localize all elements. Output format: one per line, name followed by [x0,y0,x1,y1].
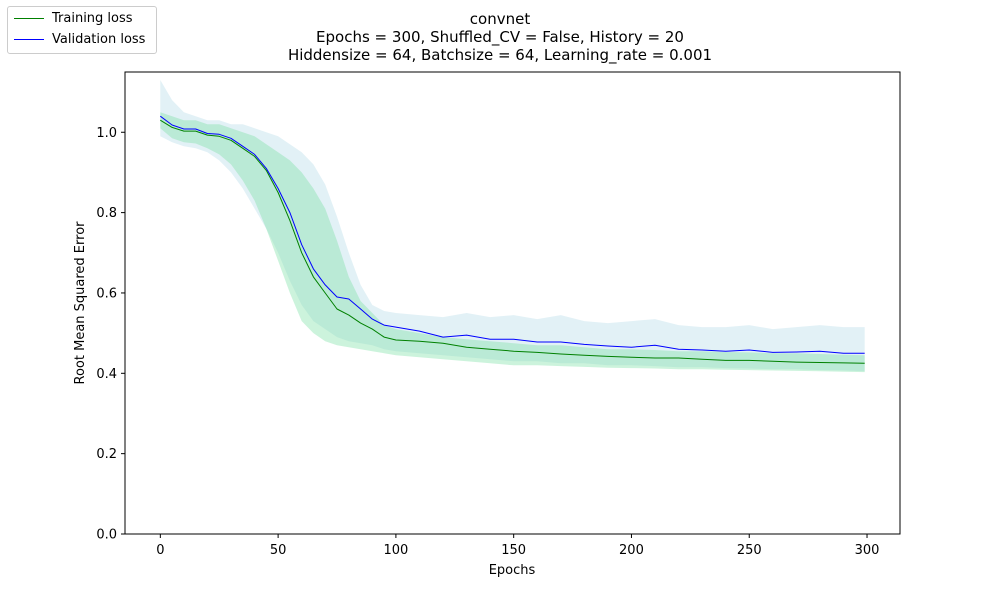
y-tick-label: 1.0 [96,126,117,141]
legend-swatch-training [14,18,44,19]
x-tick-label: 0 [156,543,164,558]
chart-subtitle-line-2: Hiddensize = 64, Batchsize = 64, Learnin… [287,46,713,64]
line-training [160,119,865,364]
chart-title: convnet [469,10,531,28]
y-axis-ticks: 0.0 0.2 0.4 0.6 0.8 1.0 [96,126,125,543]
x-tick-label: 200 [619,543,644,558]
x-tick-label: 300 [855,543,880,558]
plot-area [124,71,901,535]
x-tick-label: 250 [737,543,762,558]
y-tick-label: 0.4 [96,367,117,382]
x-axis-ticks: 0 50 100 150 200 250 300 [156,534,879,558]
y-tick-label: 0.0 [96,528,117,543]
legend-swatch-validation [14,39,44,40]
x-axis-label: Epochs [489,563,536,578]
line-validation [160,115,865,354]
series-lines [160,115,865,364]
band-training [160,112,865,373]
band-validation [160,80,865,372]
chart-subtitle-line-1: Epochs = 300, Shuffled_CV = False, Histo… [316,28,684,46]
legend-label-validation: Validation loss [52,32,146,47]
x-tick-label: 50 [270,543,287,558]
confidence-bands [160,80,865,373]
y-tick-label: 0.2 [96,447,117,462]
legend: Training loss Validation loss [7,6,157,54]
legend-label-training: Training loss [52,11,133,26]
y-axis-label: Root Mean Squared Error [73,221,88,385]
x-tick-label: 100 [383,543,408,558]
y-tick-label: 0.6 [96,286,117,301]
y-tick-label: 0.8 [96,206,117,221]
x-tick-label: 150 [501,543,526,558]
